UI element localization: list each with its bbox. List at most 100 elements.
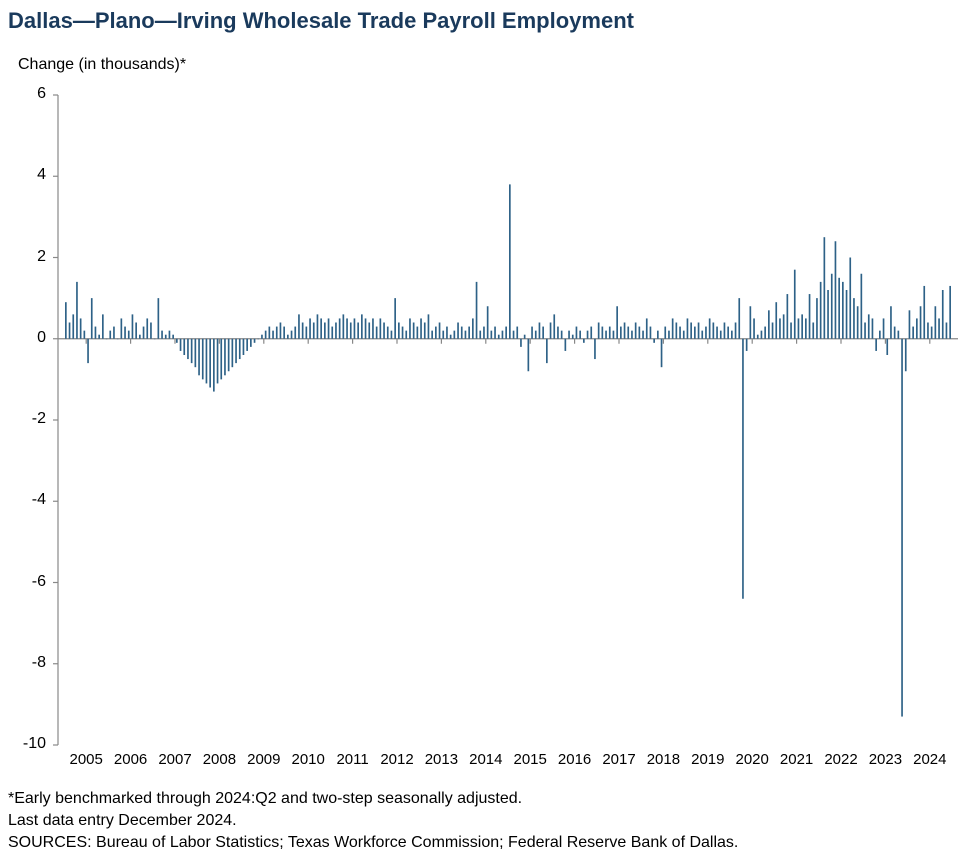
y-tick-label: -2 [0, 410, 46, 428]
bar [128, 331, 130, 339]
x-tick-label: 2016 [553, 751, 597, 768]
bar [465, 331, 467, 339]
bar [235, 339, 237, 363]
bar [72, 314, 74, 338]
y-tick-label: 2 [0, 248, 46, 266]
bar [113, 327, 115, 339]
x-tick-label: 2008 [197, 751, 241, 768]
bar [320, 318, 322, 338]
bar [331, 327, 333, 339]
bar [276, 327, 278, 339]
bar [169, 331, 171, 339]
bar [243, 339, 245, 355]
bar [494, 327, 496, 339]
bar [583, 339, 585, 343]
bar [849, 258, 851, 339]
bar [602, 327, 604, 339]
bar [132, 314, 134, 338]
bar [757, 335, 759, 339]
bar [657, 331, 659, 339]
bar [106, 339, 108, 340]
bar [154, 339, 156, 340]
bar [309, 318, 311, 338]
footnote-1: *Early benchmarked through 2024:Q2 and t… [8, 790, 522, 808]
bar [587, 331, 589, 339]
x-tick-label: 2019 [686, 751, 730, 768]
bar [772, 323, 774, 339]
bar [553, 314, 555, 338]
bar [690, 323, 692, 339]
bar [761, 331, 763, 339]
x-tick-label: 2005 [64, 751, 108, 768]
bar [135, 323, 137, 339]
x-tick-label: 2021 [775, 751, 819, 768]
x-tick-label: 2007 [153, 751, 197, 768]
bar [894, 327, 896, 339]
bar [339, 318, 341, 338]
bar [613, 331, 615, 339]
bar [642, 331, 644, 339]
bar [265, 331, 267, 339]
bar [391, 331, 393, 339]
bar [775, 302, 777, 339]
bar [879, 331, 881, 339]
chart-container: Dallas—Plano—Irving Wholesale Trade Payr… [0, 0, 977, 864]
bar [861, 274, 863, 339]
bar [180, 339, 182, 351]
bar [661, 339, 663, 367]
bar [901, 339, 903, 717]
bar [417, 327, 419, 339]
bar [713, 323, 715, 339]
bar [805, 318, 807, 338]
bar [727, 327, 729, 339]
bar [146, 318, 148, 338]
bar [923, 286, 925, 339]
y-tick-label: -4 [0, 491, 46, 509]
bar [65, 302, 67, 339]
bar [938, 318, 940, 338]
bar [927, 323, 929, 339]
bar [598, 323, 600, 339]
chart-plot-area [58, 95, 958, 745]
bar [801, 314, 803, 338]
bar [150, 323, 152, 339]
bar [502, 331, 504, 339]
bar [738, 298, 740, 339]
bar [794, 270, 796, 339]
bar [753, 318, 755, 338]
bar [250, 339, 252, 347]
bar [528, 339, 530, 372]
bar [720, 331, 722, 339]
bar [328, 318, 330, 338]
bar [687, 318, 689, 338]
bar [516, 327, 518, 339]
bar [542, 327, 544, 339]
bar [232, 339, 234, 367]
bar [783, 314, 785, 338]
bar [294, 327, 296, 339]
bar [324, 323, 326, 339]
bar [91, 298, 93, 339]
bar [635, 323, 637, 339]
bar [405, 331, 407, 339]
bar [435, 327, 437, 339]
bar [95, 327, 97, 339]
bar [139, 335, 141, 339]
bar [742, 339, 744, 599]
bar [798, 318, 800, 338]
bar [143, 327, 145, 339]
bar [398, 323, 400, 339]
bar [343, 314, 345, 338]
bar [513, 331, 515, 339]
bar [716, 327, 718, 339]
bar [454, 331, 456, 339]
bar [357, 323, 359, 339]
bar [590, 327, 592, 339]
bar [387, 327, 389, 339]
bar [476, 282, 478, 339]
bar [931, 327, 933, 339]
bar [457, 323, 459, 339]
bar [746, 339, 748, 351]
bar [283, 327, 285, 339]
bar [561, 331, 563, 339]
